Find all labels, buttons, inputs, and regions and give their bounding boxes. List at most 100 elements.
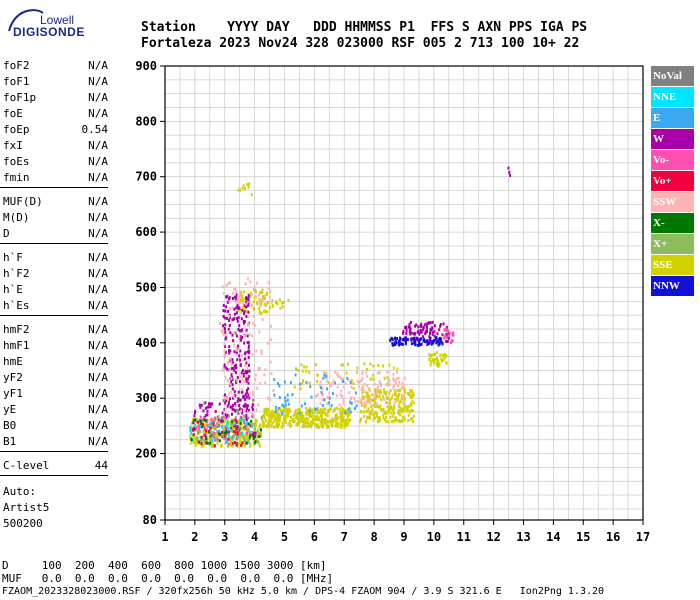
data-point bbox=[327, 381, 330, 385]
data-point bbox=[224, 309, 227, 313]
data-point bbox=[294, 367, 297, 371]
data-point bbox=[447, 336, 450, 340]
data-point bbox=[403, 418, 406, 422]
data-point bbox=[293, 385, 296, 389]
data-point bbox=[326, 387, 329, 391]
data-point bbox=[245, 414, 248, 418]
data-point bbox=[436, 360, 439, 364]
data-point bbox=[204, 401, 207, 405]
data-point bbox=[194, 409, 197, 413]
data-point bbox=[389, 398, 392, 402]
data-point bbox=[246, 370, 249, 374]
data-point bbox=[346, 414, 349, 418]
data-point bbox=[277, 406, 280, 410]
data-point bbox=[223, 316, 226, 320]
data-point bbox=[240, 329, 243, 333]
param-name: foF2 bbox=[3, 59, 30, 72]
data-point bbox=[221, 419, 224, 423]
data-point bbox=[328, 396, 331, 400]
data-point bbox=[397, 404, 400, 408]
data-point bbox=[430, 342, 433, 346]
data-point bbox=[365, 395, 368, 399]
data-point bbox=[267, 420, 270, 424]
data-point bbox=[403, 416, 406, 420]
data-point bbox=[331, 381, 334, 385]
data-point bbox=[210, 424, 213, 428]
data-point bbox=[241, 186, 244, 190]
data-point bbox=[225, 432, 228, 436]
data-point bbox=[347, 378, 350, 382]
data-point bbox=[387, 411, 390, 415]
data-point bbox=[261, 299, 264, 303]
data-point bbox=[261, 318, 264, 322]
data-point bbox=[367, 407, 370, 411]
data-point bbox=[238, 335, 241, 339]
data-point bbox=[247, 438, 250, 442]
data-point bbox=[359, 419, 362, 423]
data-point bbox=[234, 312, 237, 316]
data-point bbox=[387, 379, 390, 383]
data-point bbox=[249, 434, 252, 438]
data-point bbox=[230, 420, 233, 424]
data-point bbox=[222, 415, 225, 419]
data-point bbox=[233, 287, 236, 291]
data-point bbox=[372, 373, 375, 377]
data-point bbox=[336, 372, 339, 376]
data-point bbox=[209, 405, 212, 409]
data-point bbox=[199, 435, 202, 439]
data-point bbox=[252, 431, 255, 435]
data-point bbox=[356, 379, 359, 383]
data-point bbox=[277, 422, 280, 426]
data-point bbox=[277, 416, 280, 420]
data-point bbox=[267, 415, 270, 419]
data-point bbox=[243, 394, 246, 398]
data-point bbox=[385, 401, 388, 405]
data-point bbox=[238, 410, 241, 414]
data-point bbox=[317, 417, 320, 421]
data-point bbox=[364, 405, 367, 409]
data-point bbox=[343, 424, 346, 428]
data-point bbox=[420, 322, 423, 326]
data-point bbox=[382, 416, 385, 420]
data-point bbox=[394, 336, 397, 340]
data-point bbox=[231, 291, 234, 295]
data-point bbox=[250, 193, 253, 197]
data-point bbox=[402, 338, 405, 342]
data-point bbox=[190, 421, 193, 425]
data-point bbox=[239, 188, 242, 192]
data-point bbox=[258, 330, 261, 334]
data-point bbox=[369, 397, 372, 401]
data-point bbox=[289, 424, 292, 428]
data-point bbox=[386, 370, 389, 374]
param-row: MUF(D) N/A bbox=[3, 195, 108, 209]
data-point bbox=[242, 372, 245, 376]
data-point bbox=[424, 332, 427, 336]
data-point bbox=[326, 402, 329, 406]
data-point bbox=[239, 439, 242, 443]
data-point bbox=[345, 371, 348, 375]
data-point bbox=[284, 417, 287, 421]
data-point bbox=[339, 422, 342, 426]
data-point bbox=[388, 392, 391, 396]
data-point bbox=[238, 291, 241, 295]
data-point bbox=[230, 367, 233, 371]
data-point bbox=[202, 433, 205, 437]
data-point bbox=[300, 363, 303, 367]
data-point bbox=[224, 305, 227, 309]
data-point bbox=[409, 402, 412, 406]
data-point bbox=[441, 341, 444, 345]
data-point bbox=[313, 417, 316, 421]
data-point bbox=[266, 410, 269, 414]
data-point bbox=[363, 415, 366, 419]
data-point bbox=[248, 396, 251, 400]
data-point bbox=[226, 419, 229, 423]
data-point bbox=[402, 402, 405, 406]
data-point bbox=[360, 417, 363, 421]
data-point bbox=[275, 416, 278, 420]
data-point bbox=[431, 326, 434, 330]
data-point bbox=[241, 368, 244, 372]
data-point bbox=[216, 439, 219, 443]
data-point bbox=[341, 377, 344, 381]
data-point bbox=[236, 300, 239, 304]
data-point bbox=[205, 427, 208, 431]
